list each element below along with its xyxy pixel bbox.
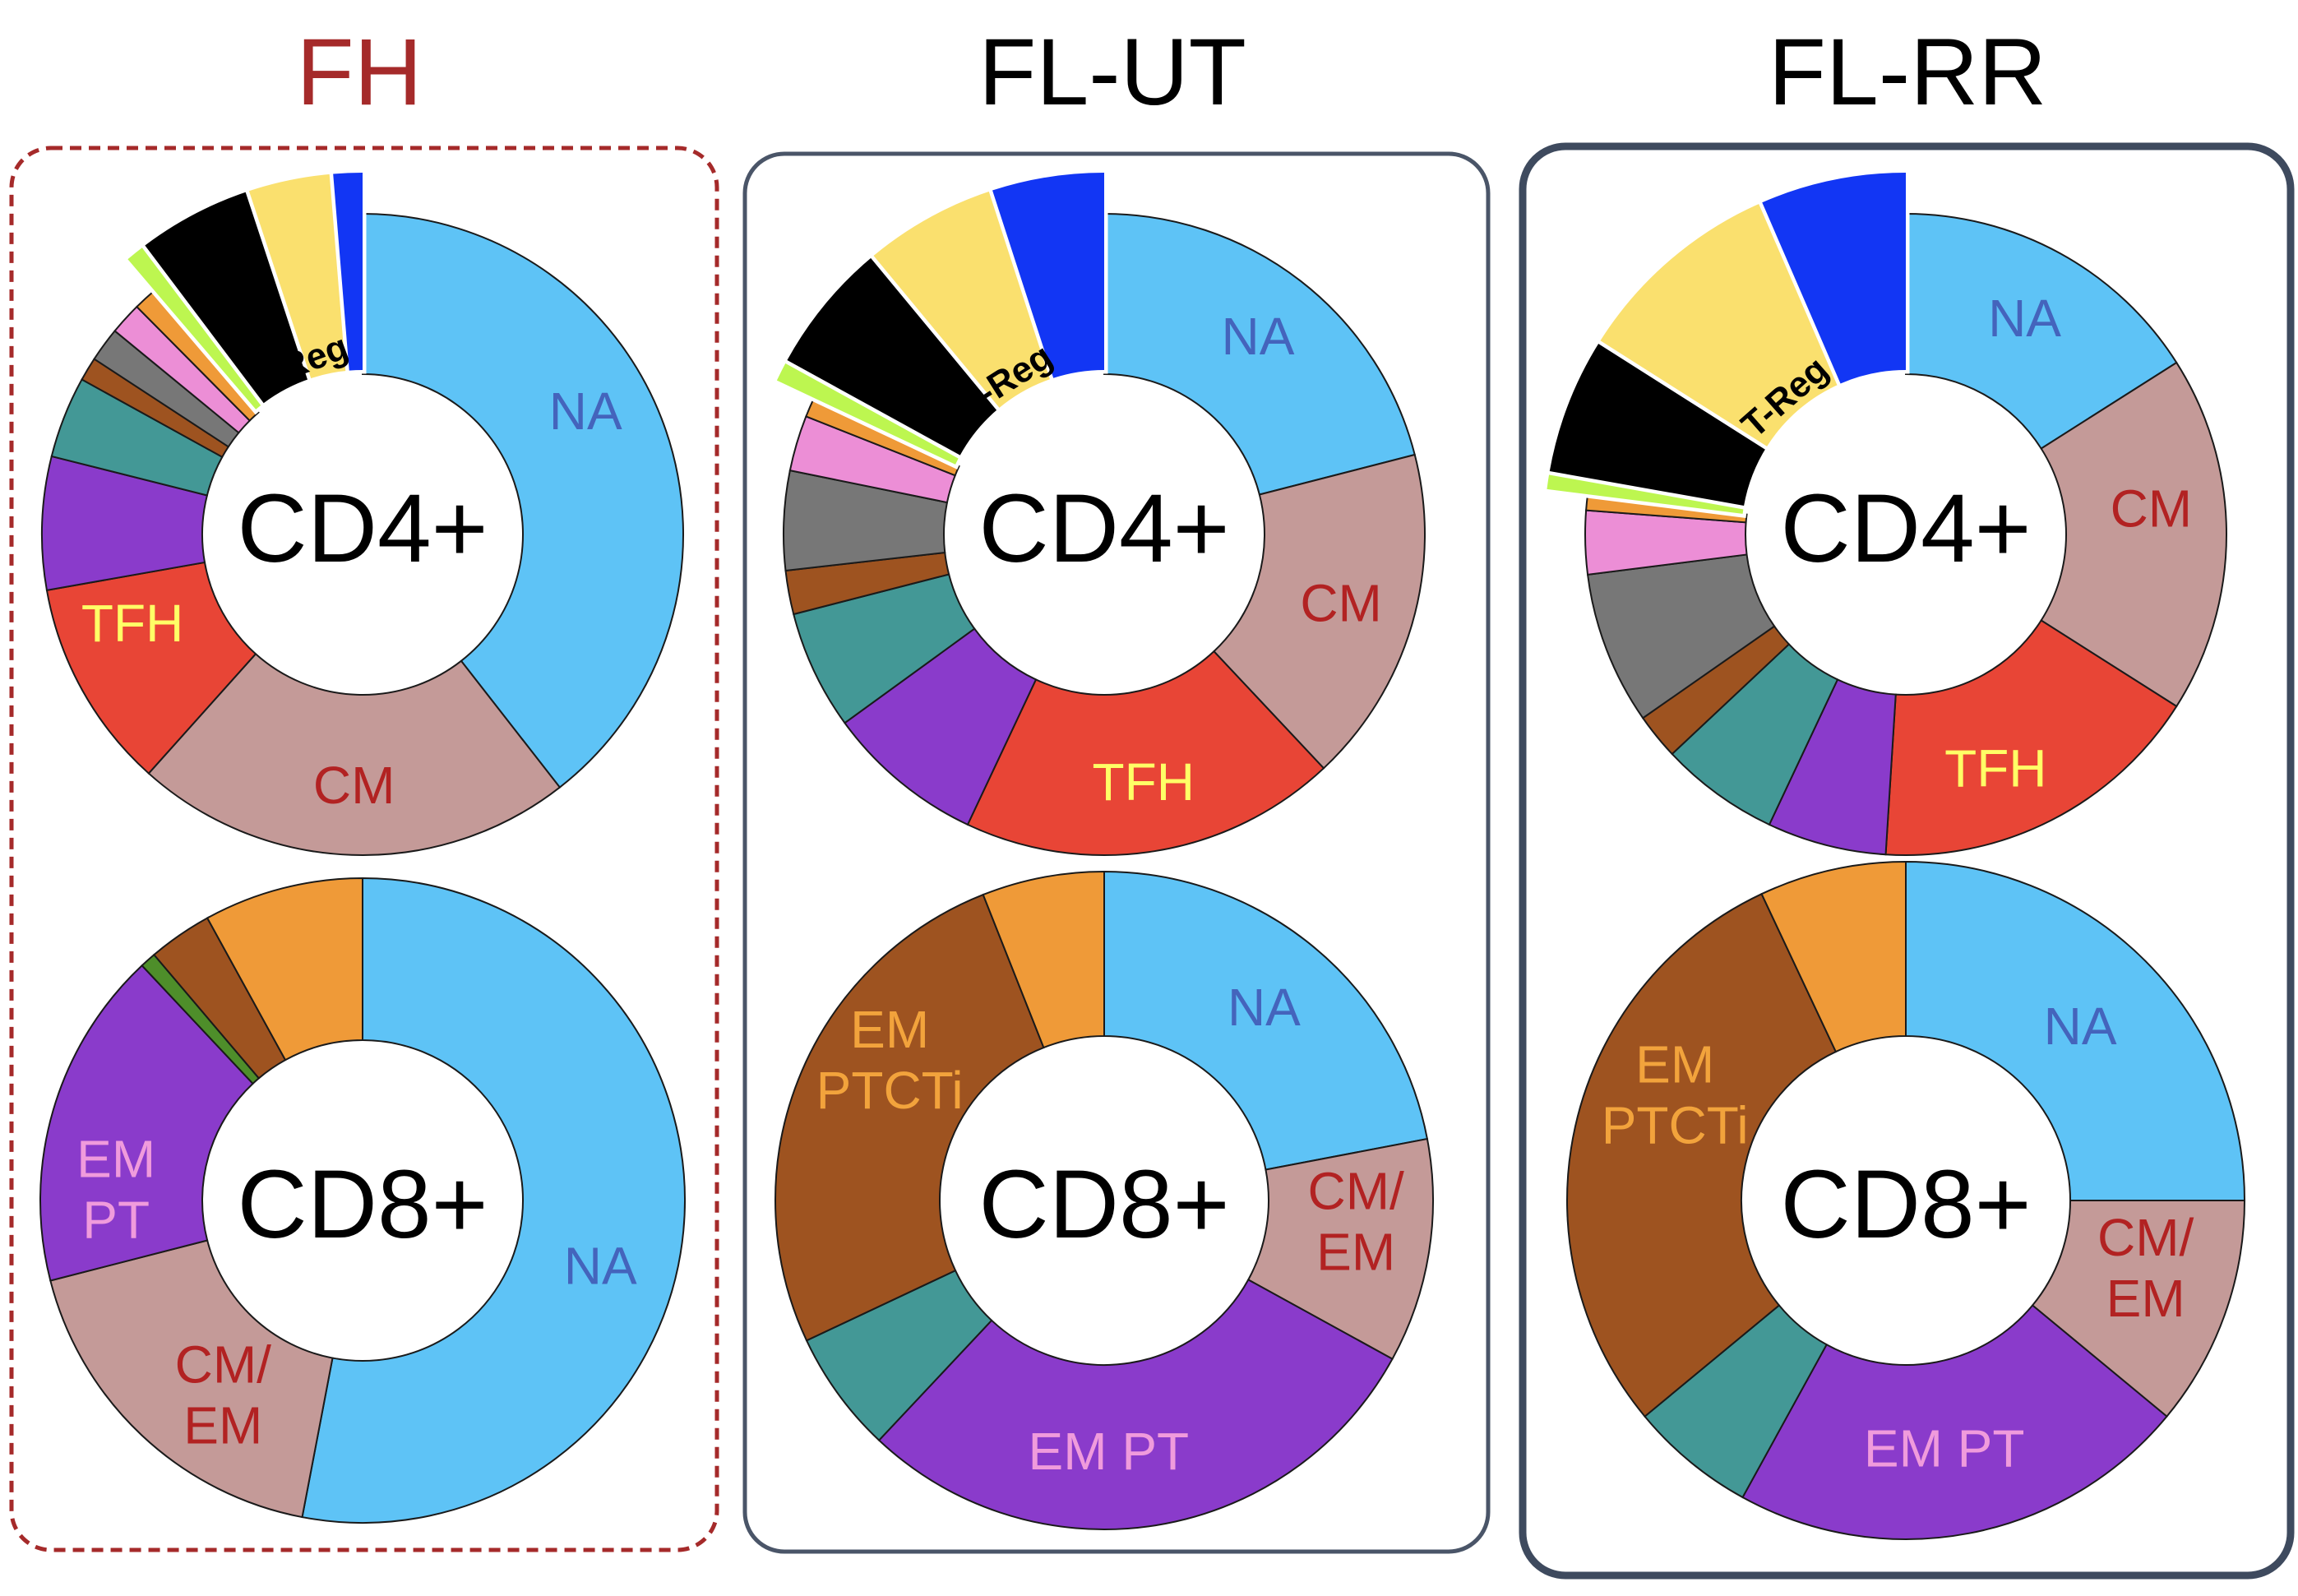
center-label-fh-cd4: CD4+	[238, 474, 488, 583]
panel-border-fh	[9, 146, 719, 1552]
slice-fl-ut-cd8-em-ptcti	[774, 893, 1045, 1342]
slice-label-fh-cd4-tfh: TFH	[81, 594, 183, 653]
slice-fl-rr-cd4-tfh	[1884, 619, 2178, 856]
slice-label-fl-rr-cd4-tfh: TFH	[1944, 739, 2046, 798]
slice-fh-cd8-em-pt	[39, 964, 254, 1282]
slice-label-fl-ut-cd8-cm-em: CM/EM	[1308, 1161, 1405, 1281]
slice-fl-rr-cd8-na	[1905, 860, 2246, 1201]
slice-label-fh-cd8-cm-em: CM/EM	[175, 1335, 272, 1455]
slice-fh-cd4-cm	[147, 652, 562, 856]
slice-fl-ut-cd8-em-pt	[877, 1278, 1394, 1530]
slice-fl-rr-cd8-orange	[1760, 860, 1907, 1053]
slice-fh-cd8-na	[301, 877, 686, 1524]
slice-fh-cd4-orange	[135, 289, 260, 422]
panel-border-fl-ut	[742, 151, 1491, 1554]
center-label-fh-cd8: CD8+	[238, 1150, 488, 1259]
slice-label-fl-rr-cd8-cm-em: CM/EM	[2097, 1208, 2194, 1328]
panel-border-fl-rr	[1519, 142, 2295, 1580]
slice-fh-cd4-na	[362, 212, 684, 789]
slice-fl-rr-cd4-cm	[2040, 361, 2227, 708]
slice-label-fl-rr-cd4-na: NA	[1988, 289, 2061, 348]
slice-label-fl-rr-cd8-em-ptcti: EM PTCTi	[1602, 1034, 1749, 1154]
slice-label-fl-ut-cd8-em-pt: EM PT	[1029, 1422, 1190, 1481]
slice-label-fl-rr-cd8-na: NA	[2044, 997, 2117, 1056]
panel-title-fl-rr: FL-RR	[1769, 20, 2047, 125]
slice-fl-ut-cd4-cm	[1213, 453, 1426, 770]
slice-label-fh-cd8-em-pt: EM PT	[76, 1129, 155, 1249]
slice-label-fl-ut-cd8-em-ptcti: EM PTCTi	[816, 1000, 964, 1120]
slice-label-fl-ut-cd4-tfh: TFH	[1093, 752, 1195, 812]
slice-fl-rr-cd8-em-ptcti	[1566, 892, 1838, 1418]
slice-fh-cd8-cm-em	[49, 1239, 334, 1519]
slice-label-fh-cd8-na: NA	[564, 1237, 637, 1296]
slice-label-fl-rr-cd4-cm: CM	[2111, 479, 2193, 539]
slice-fl-rr-cd4-yellow	[1595, 197, 1846, 452]
slice-fl-ut-cd8-na	[1103, 870, 1429, 1171]
donut-fl-ut-cd8: NA CM/EM EM PT EM PTCTi	[774, 870, 1434, 1530]
panel-title-fh: FH	[296, 20, 422, 125]
donut-fh-cd8: NA CM/EM EM PT	[39, 877, 686, 1524]
slice-fh-cd4-blue	[329, 169, 367, 375]
center-label-fl-ut-cd8: CD8+	[979, 1150, 1230, 1259]
panel-title-fl-ut: FL-UT	[978, 20, 1246, 125]
slice-label-fl-ut-cd4-na: NA	[1221, 307, 1294, 366]
center-label-fl-ut-cd4: CD4+	[979, 474, 1230, 583]
slice-fl-rr-cd8-cm-em	[2031, 1200, 2246, 1418]
slice-label-fh-cd4-cm: CM	[313, 756, 395, 815]
slice-fl-ut-cd8-orange	[982, 870, 1105, 1049]
slice-fl-ut-cd4-na	[1103, 212, 1416, 496]
slice-label-fl-ut-cd8-na: NA	[1228, 978, 1301, 1037]
center-label-fl-rr-cd4: CD4+	[1781, 474, 2032, 583]
slice-label-fl-ut-cd4-cm: CM	[1300, 574, 1382, 633]
slice-fl-ut-cd4-tfh	[966, 650, 1325, 856]
slice-fh-cd8-orange	[206, 877, 363, 1062]
slice-fl-ut-cd4-orange	[805, 396, 960, 477]
slice-fl-rr-cd8-em-pt	[1741, 1304, 2168, 1540]
slice-fl-rr-cd4-blue	[1757, 169, 1910, 389]
slice-fl-ut-cd8-cm-em	[1246, 1137, 1434, 1361]
slice-fl-ut-cd4-blue	[987, 169, 1108, 383]
slice-label-fl-rr-cd8-em-pt: EM PT	[1864, 1418, 2025, 1478]
slice-label-fh-cd4-na: NA	[549, 382, 622, 441]
slice-fl-rr-cd4-na	[1905, 212, 2178, 450]
center-label-fl-rr-cd8: CD8+	[1781, 1150, 2032, 1259]
donut-fl-rr-cd8: NA CM/EM EM PT EM PTCTi	[1566, 860, 2246, 1540]
